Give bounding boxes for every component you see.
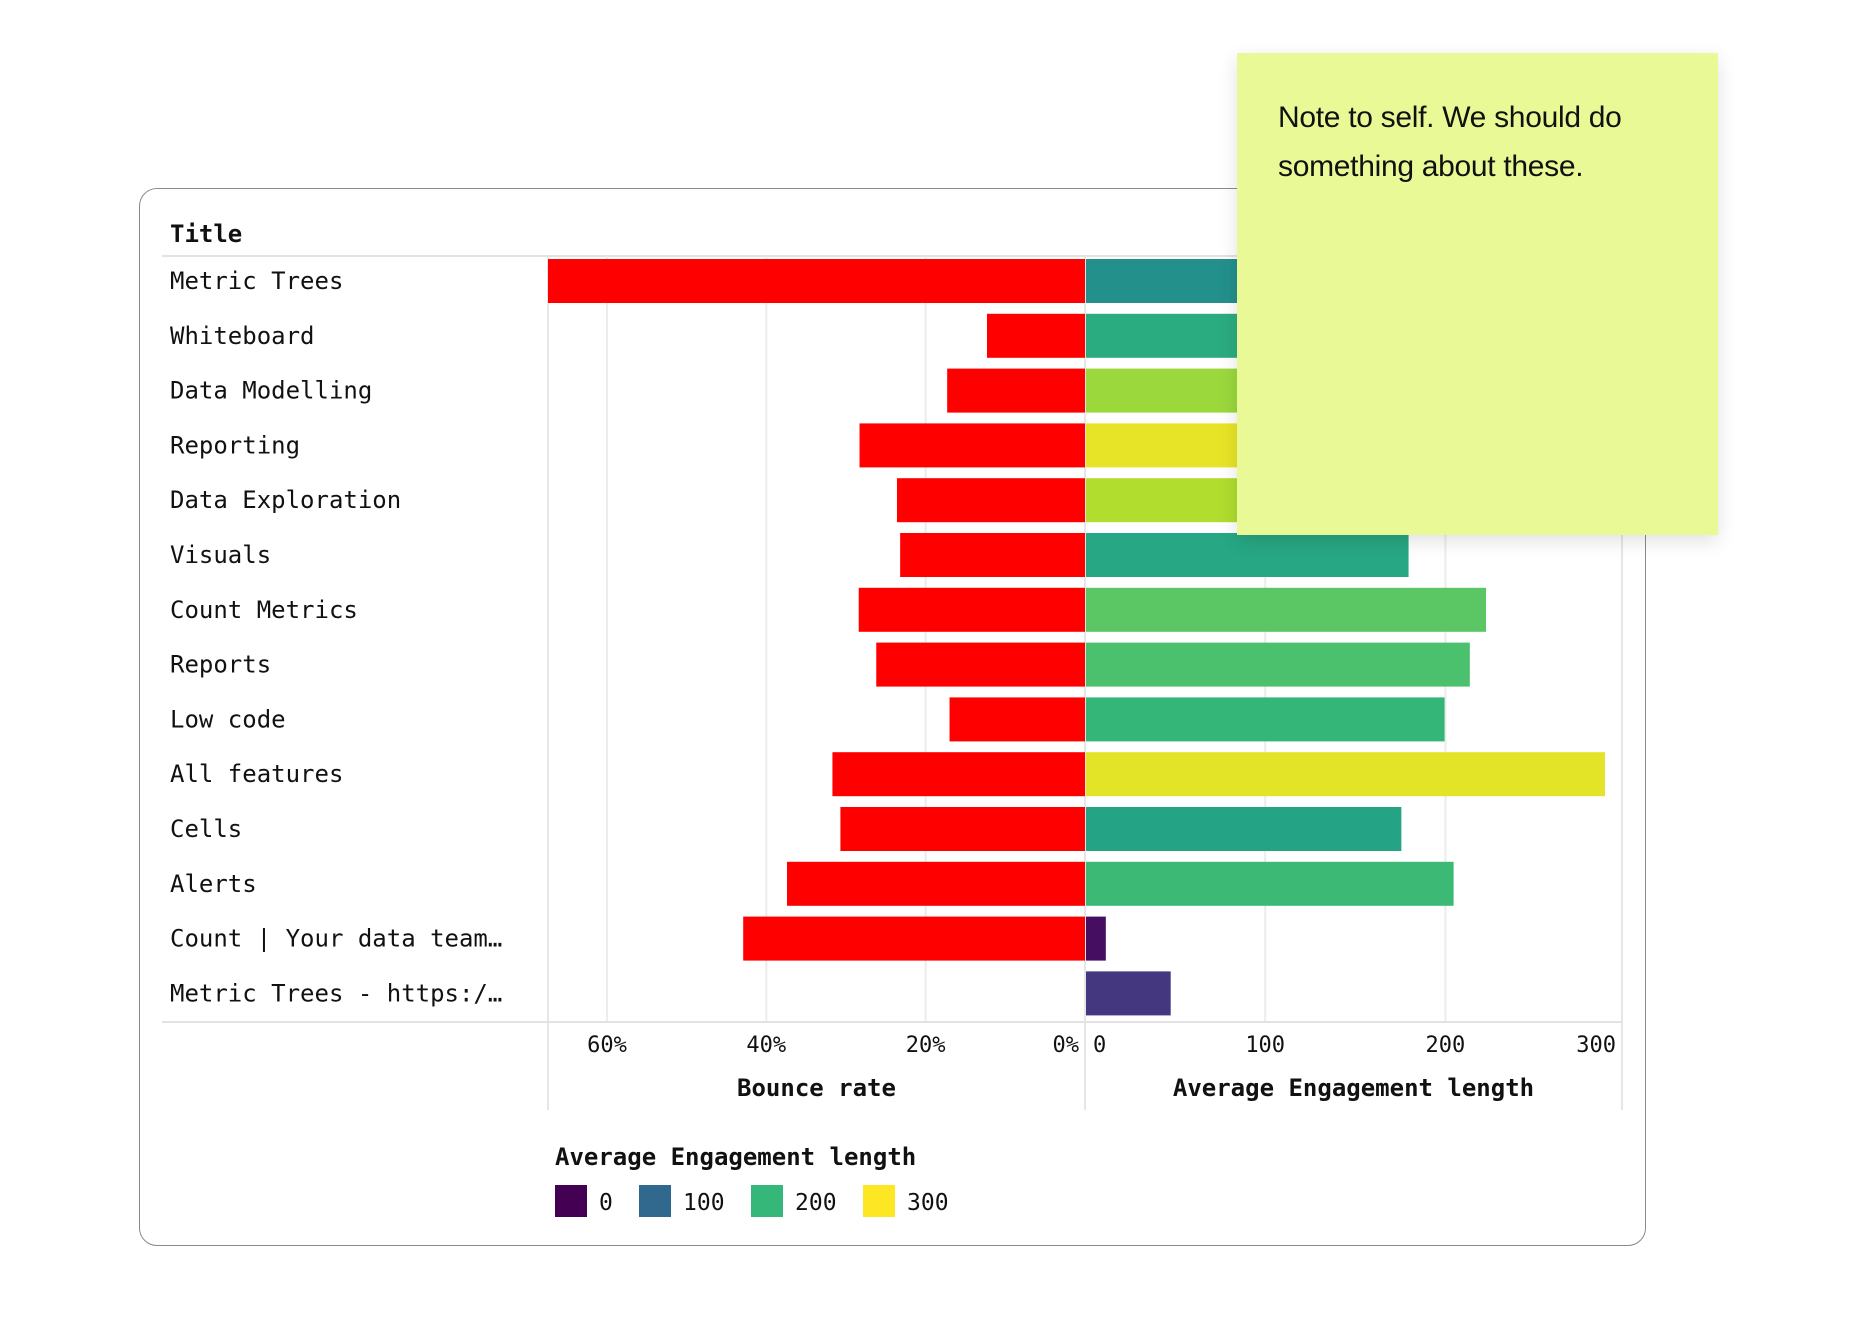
right-axis-title: Average Engagement length [1173, 1074, 1534, 1102]
category-label: Visuals [170, 541, 271, 569]
category-label: Reporting [170, 431, 300, 459]
category-label: Reports [170, 651, 271, 679]
sticky-note-text[interactable]: Note to self. We should do something abo… [1278, 101, 1622, 183]
bounce-rate-bar [876, 642, 1085, 687]
category-label: Data Exploration [170, 486, 401, 514]
bounce-rate-bar [832, 752, 1085, 797]
legend-swatch [639, 1185, 671, 1217]
engagement-bar [1086, 642, 1470, 687]
bounce-rate-bar [947, 368, 1085, 413]
category-label: Data Modelling [170, 377, 372, 405]
bounce-rate-bar [859, 423, 1085, 468]
category-label: Count | Your data team… [170, 925, 502, 953]
left-axis-title: Bounce rate [737, 1074, 896, 1102]
legend-swatch [555, 1185, 587, 1217]
bounce-rate-bar [900, 533, 1085, 577]
legend-label: 300 [907, 1190, 949, 1216]
engagement-bar [1086, 697, 1445, 742]
engagement-bar [1086, 861, 1454, 906]
column-header: Title [170, 220, 242, 248]
category-label: Cells [170, 815, 242, 843]
legend-label: 0 [599, 1190, 613, 1216]
right-tick-label: 0 [1093, 1033, 1106, 1058]
category-label: Whiteboard [170, 322, 315, 350]
bounce-rate-bar [840, 807, 1085, 851]
engagement-bar [1086, 587, 1487, 632]
legend-swatch [751, 1185, 783, 1217]
bounce-rate-bar [949, 697, 1085, 742]
engagement-bar [1086, 807, 1402, 851]
bounce-rate-bar [896, 478, 1085, 523]
left-tick-label: 20% [906, 1033, 946, 1058]
right-tick-label: 100 [1245, 1033, 1285, 1058]
category-label: Metric Trees - https:/… [170, 979, 502, 1007]
bounce-rate-bar [787, 861, 1085, 906]
legend-label: 200 [795, 1190, 837, 1216]
right-tick-label: 200 [1426, 1033, 1466, 1058]
legend-label: 100 [683, 1190, 725, 1216]
left-tick-label: 40% [746, 1033, 786, 1058]
engagement-bar [1086, 916, 1106, 961]
bounce-rate-bar [987, 313, 1085, 358]
bounce-rate-bar [743, 916, 1085, 961]
category-label: All features [170, 760, 343, 788]
bounce-rate-bar [548, 259, 1085, 303]
sticky-note[interactable]: Note to self. We should do something abo… [1237, 53, 1718, 535]
engagement-bar [1086, 533, 1409, 577]
engagement-bar [1086, 752, 1605, 797]
left-tick-label: 60% [587, 1033, 627, 1058]
engagement-bar [1086, 971, 1171, 1016]
legend-title: Average Engagement length [555, 1143, 916, 1171]
category-label: Metric Trees [170, 267, 343, 295]
right-tick-label: 300 [1576, 1033, 1616, 1058]
bounce-rate-bar [858, 587, 1085, 632]
left-tick-label: 0% [1053, 1033, 1080, 1058]
category-label: Count Metrics [170, 596, 358, 624]
category-label: Low code [170, 705, 286, 733]
category-label: Alerts [170, 870, 257, 898]
legend-swatch [863, 1185, 895, 1217]
